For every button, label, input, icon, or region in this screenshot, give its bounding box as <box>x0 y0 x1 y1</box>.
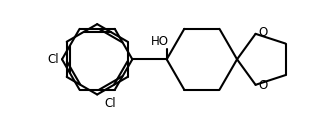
Text: O: O <box>258 79 267 92</box>
Text: Cl: Cl <box>105 97 116 110</box>
Text: O: O <box>258 26 267 40</box>
Text: Cl: Cl <box>47 53 59 66</box>
Text: HO: HO <box>151 35 169 48</box>
